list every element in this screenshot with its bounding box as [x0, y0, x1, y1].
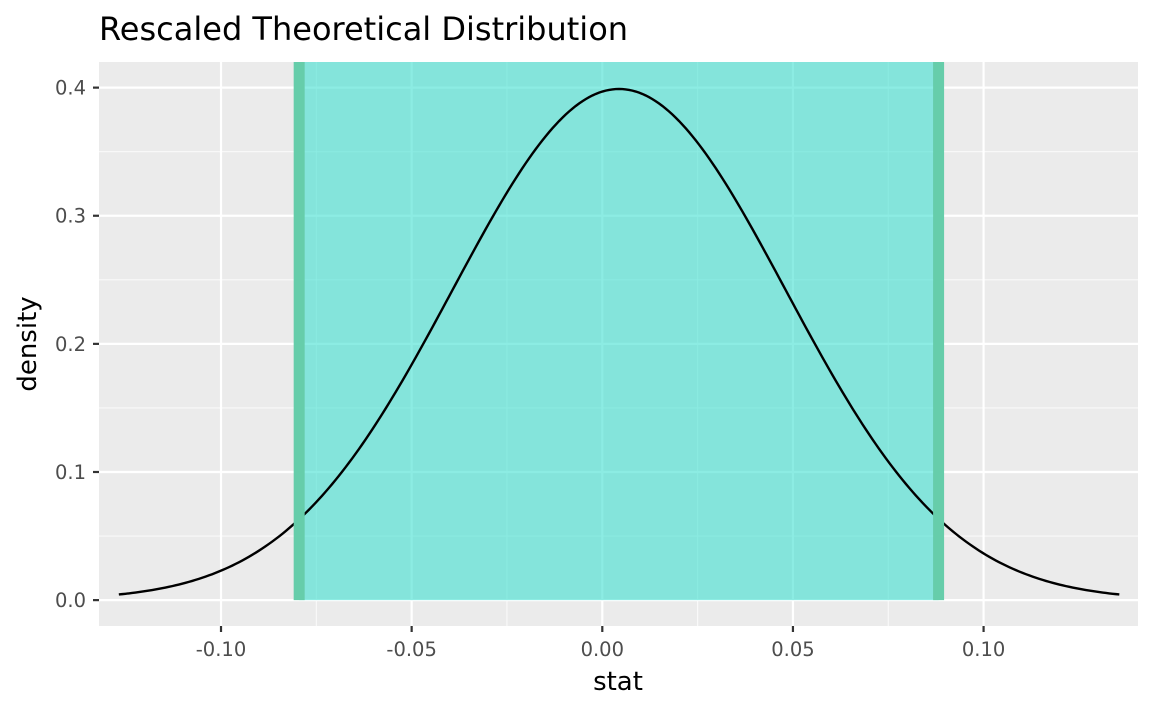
- y-tick-label: 0.2: [55, 333, 86, 356]
- y-tick-label: 0.3: [55, 205, 86, 228]
- x-tick-label: 0.00: [581, 638, 624, 661]
- x-axis-label: stat: [593, 667, 643, 697]
- y-tick-label: 0.1: [55, 461, 86, 484]
- x-tick-label: 0.10: [962, 638, 1005, 661]
- y-tick-label: 0.4: [55, 77, 86, 100]
- shaded-interval: [299, 62, 939, 601]
- y-tick-label: 0.0: [55, 589, 86, 612]
- x-tick-label: 0.05: [771, 638, 814, 661]
- plot-panel: [99, 62, 1138, 626]
- x-tick-label: -0.05: [386, 638, 436, 661]
- y-axis-label: density: [13, 296, 43, 391]
- x-tick-label: -0.10: [196, 638, 246, 661]
- chart-title: Rescaled Theoretical Distribution: [99, 10, 628, 48]
- density-curve: [118, 87, 1120, 596]
